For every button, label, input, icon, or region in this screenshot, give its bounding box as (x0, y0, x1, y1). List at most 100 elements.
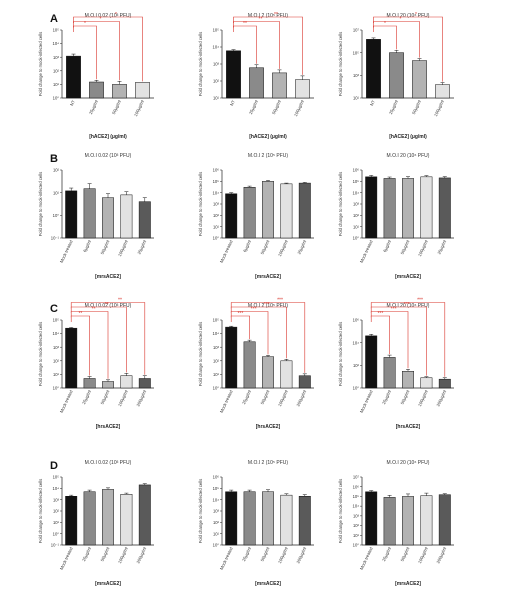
y-tick-label: 10¹ (213, 372, 220, 377)
bar (298, 375, 311, 389)
y-tick-label: 10⁰ (353, 543, 360, 548)
bar (112, 84, 127, 99)
category-label: 100µg/ml (117, 389, 129, 407)
panel-title: M.O.I 20 (10⁶ PFU) (387, 13, 430, 19)
row-letter: C (50, 303, 58, 315)
x-axis-title: [mrsACE2] (95, 274, 121, 280)
bar (65, 327, 78, 389)
significance-label: *** (237, 311, 243, 317)
bar-panel: M.O.I 20 (10⁶ PFU) Fold change to mock-in… (338, 298, 454, 430)
bar (365, 335, 378, 389)
bar (135, 82, 150, 99)
bar (402, 371, 414, 389)
y-tick-label: 10⁰ (213, 386, 220, 391)
significance-bracket (230, 306, 287, 359)
bar (120, 494, 133, 546)
significance-bracket (70, 302, 146, 375)
panel-title: M.O.I 0.02 (10³ PFU) (85, 460, 132, 466)
y-tick-label: 10¹ (53, 190, 60, 195)
y-tick-label: 10³ (213, 62, 220, 67)
x-axis-title: [hrsACE2] (96, 424, 121, 430)
category-label: Mock-treated (59, 546, 74, 571)
x-axis-title: [hACE2] (µg/ml) (89, 134, 127, 140)
y-tick-label: 10² (213, 358, 220, 363)
bar-panel: M.O.I 2 (10⁵ PFU) Fold change to mock-inf… (198, 12, 314, 140)
category-label: 100µg/ml (433, 99, 445, 117)
panel-title: M.O.I 2 (10⁵ PFU) (248, 13, 288, 19)
category-label: 50µg/ml (260, 389, 271, 405)
category-label: 25µg/ml (88, 99, 99, 115)
y-axis-label: Fold change to mock-infected cells (38, 32, 43, 96)
y-axis-label: Fold change to mock-infected cells (198, 172, 203, 236)
category-label: Mock-treated (359, 389, 374, 414)
bar (102, 197, 114, 239)
y-tick-label: 10⁶ (213, 475, 220, 480)
significance-bracket (233, 21, 280, 69)
y-tick-label: 10⁶ (353, 318, 360, 323)
category-label: 100µg/ml (277, 546, 289, 564)
panel-title: M.O.I 20 (10⁶ PFU) (387, 303, 430, 309)
bar-panel: M.O.I 20 (10⁶ PFU) Fold change to mock-in… (338, 460, 454, 587)
panel-title: M.O.I 2 (10⁵ PFU) (248, 153, 288, 159)
bar (420, 176, 433, 239)
bar (83, 378, 96, 389)
panel-title: M.O.I 2 (10⁵ PFU) (248, 303, 288, 309)
significance-bracket (370, 311, 409, 369)
y-axis-label: Fold change to mock-infected cells (38, 172, 43, 236)
y-tick-label: 10¹ (213, 224, 220, 229)
category-label: NT (229, 99, 236, 107)
bar (65, 496, 78, 546)
bar (280, 494, 293, 546)
category-label: 50µg/ml (400, 239, 411, 255)
x-axis-title: [hrsACE2] (396, 424, 421, 430)
bar (249, 67, 264, 99)
y-tick-label: 10⁰ (53, 531, 60, 536)
panel-row-b: B M.O.I 0.02 (10³ PFU) Fold change to mock… (38, 153, 454, 280)
category-label: Mock-treated (359, 239, 374, 264)
y-tick-label: 10² (353, 213, 360, 218)
panel-row-a: A M.O.I 0.02 (10³ PFU) Fold change to mock… (38, 12, 454, 140)
panel-row-d: D M.O.I 0.02 (10³ PFU) Fold change to mock… (38, 460, 454, 587)
category-label: 200µg/ml (435, 546, 447, 564)
significance-label: ** (92, 307, 96, 313)
y-tick-label: 10⁴ (213, 497, 220, 502)
bar-panel: M.O.I 2 (10⁵ PFU) Fold change to mock-inf… (198, 298, 314, 430)
row-letter: A (50, 13, 58, 25)
y-tick-label: 10⁰ (53, 386, 60, 391)
x-axis-title: [hACE2] (µg/ml) (389, 134, 427, 140)
y-tick-label: 10⁴ (213, 45, 220, 50)
y-tick-label: 10³ (53, 497, 60, 502)
bar (365, 491, 378, 546)
y-tick-label: 10¹ (353, 533, 360, 538)
bar (226, 50, 241, 99)
y-tick-label: 10² (213, 520, 220, 525)
x-axis-title: [mrsACE2] (395, 581, 421, 587)
category-label: 25µg/ml (381, 546, 392, 562)
y-tick-label: 10¹ (53, 520, 60, 525)
y-tick-label: 10³ (53, 345, 60, 350)
y-tick-label: 10⁰ (53, 213, 60, 218)
y-tick-label: 10¹ (53, 372, 60, 377)
y-tick-label: 10¹ (213, 531, 220, 536)
bar (66, 55, 81, 99)
y-tick-label: 10⁰ (353, 386, 360, 391)
panel-title: M.O.I 20 (10⁶ PFU) (387, 153, 430, 159)
category-label: 100µg/ml (417, 546, 429, 564)
category-label: 50µg/ml (411, 99, 422, 115)
y-tick-label: 10⁷ (353, 475, 360, 480)
category-label: 25µg/ml (436, 239, 447, 255)
y-tick-label: 10³ (213, 509, 220, 514)
significance-bracket (373, 25, 397, 50)
significance-label: * (100, 17, 102, 23)
y-tick-label: 10² (353, 363, 360, 368)
significance-bracket (230, 315, 250, 340)
category-label: 25µg/ml (136, 239, 147, 255)
y-tick-label: 10² (53, 68, 60, 73)
y-tick-label: 10⁵ (213, 486, 220, 491)
y-tick-label: 10⁶ (213, 168, 220, 173)
y-axis-label: Fold change to mock-infected cells (198, 479, 203, 543)
y-tick-label: 10² (53, 168, 60, 173)
significance-label: * (115, 12, 117, 18)
y-tick-label: 10¹ (53, 82, 60, 87)
y-tick-label: 10³ (53, 55, 60, 60)
